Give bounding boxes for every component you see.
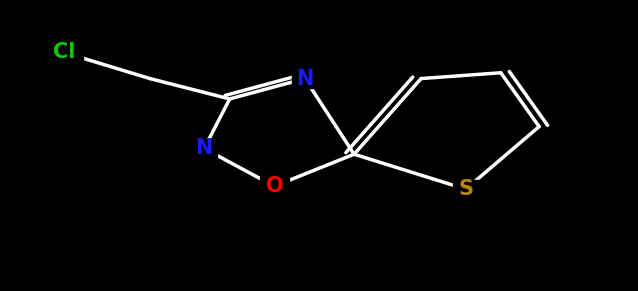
Bar	[260, 177, 288, 196]
Bar	[191, 139, 217, 158]
Bar	[45, 43, 83, 62]
Bar	[292, 69, 318, 88]
Text: O: O	[265, 176, 283, 196]
Text: Cl: Cl	[52, 42, 75, 62]
Text: N: N	[296, 69, 314, 88]
Text: S: S	[458, 179, 473, 199]
Text: N: N	[195, 139, 213, 158]
Bar	[453, 180, 478, 198]
